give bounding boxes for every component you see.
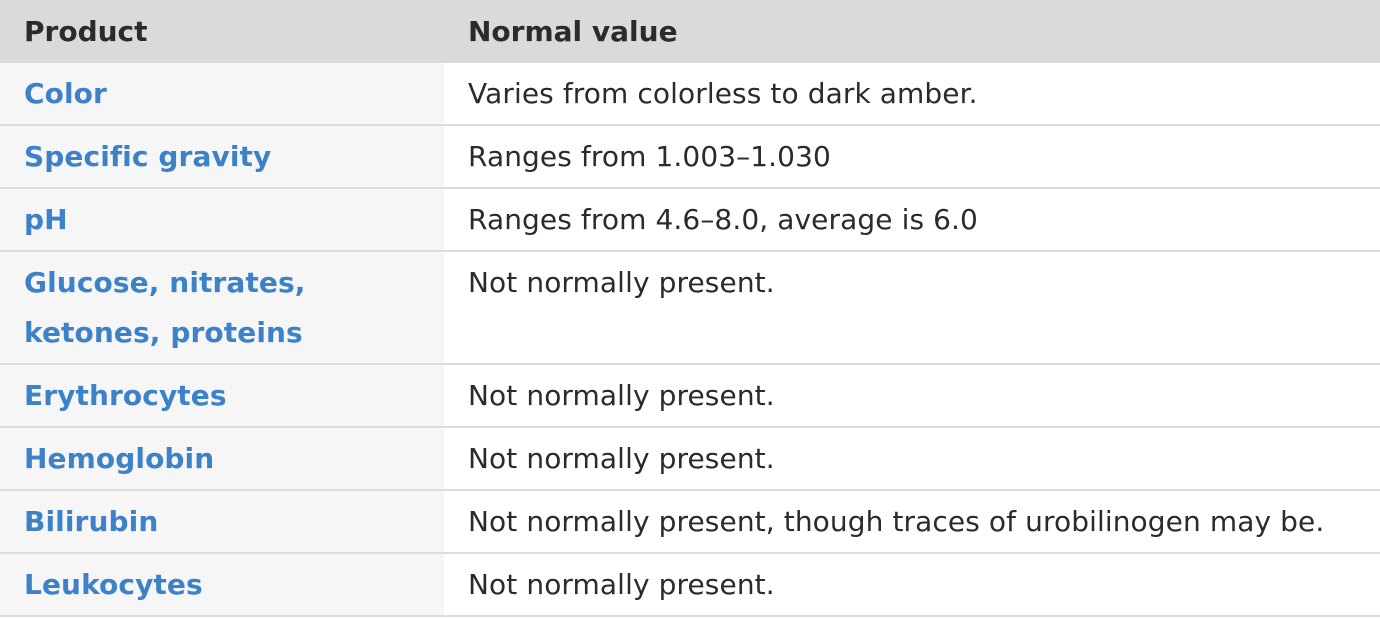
value-cell: Not normally present. <box>444 427 1380 491</box>
table-row: Glucose, nitrates, ketones, proteins Not… <box>0 251 1380 365</box>
value-cell: Varies from colorless to dark amber. <box>444 63 1380 126</box>
header-row: Product Normal value <box>0 0 1380 63</box>
value-cell: Not normally present. <box>444 251 1380 365</box>
value-cell: Ranges from 1.003–1.030 <box>444 125 1380 189</box>
table-header: Product Normal value <box>0 0 1380 63</box>
product-link-hemoglobin[interactable]: Hemoglobin <box>0 427 444 491</box>
value-cell: Not normally present. <box>444 553 1380 617</box>
product-link-color[interactable]: Color <box>0 63 444 126</box>
product-link-ph[interactable]: pH <box>0 188 444 252</box>
table-row: pH Ranges from 4.6–8.0, average is 6.0 <box>0 188 1380 252</box>
value-cell: Not normally present, though traces of u… <box>444 490 1380 554</box>
table-row: Leukocytes Not normally present. <box>0 553 1380 617</box>
value-cell: Ranges from 4.6–8.0, average is 6.0 <box>444 188 1380 252</box>
product-link-bilirubin[interactable]: Bilirubin <box>0 490 444 554</box>
table-row: Hemoglobin Not normally present. <box>0 427 1380 491</box>
header-product: Product <box>24 15 148 48</box>
product-link-specific-gravity[interactable]: Specific gravity <box>0 125 444 189</box>
table-body: Color Varies from colorless to dark ambe… <box>0 63 1380 617</box>
value-cell: Not normally present. <box>444 364 1380 428</box>
product-link-glucose-nitrates-ketones-proteins[interactable]: Glucose, nitrates, ketones, proteins <box>0 251 444 365</box>
product-link-erythrocytes[interactable]: Erythrocytes <box>0 364 444 428</box>
table-row: Erythrocytes Not normally present. <box>0 364 1380 428</box>
table-row: Bilirubin Not normally present, though t… <box>0 490 1380 554</box>
product-link-leukocytes[interactable]: Leukocytes <box>0 553 444 617</box>
table-row: Color Varies from colorless to dark ambe… <box>0 63 1380 126</box>
table-row: Specific gravity Ranges from 1.003–1.030 <box>0 125 1380 189</box>
header-normal-value: Normal value <box>468 15 678 48</box>
